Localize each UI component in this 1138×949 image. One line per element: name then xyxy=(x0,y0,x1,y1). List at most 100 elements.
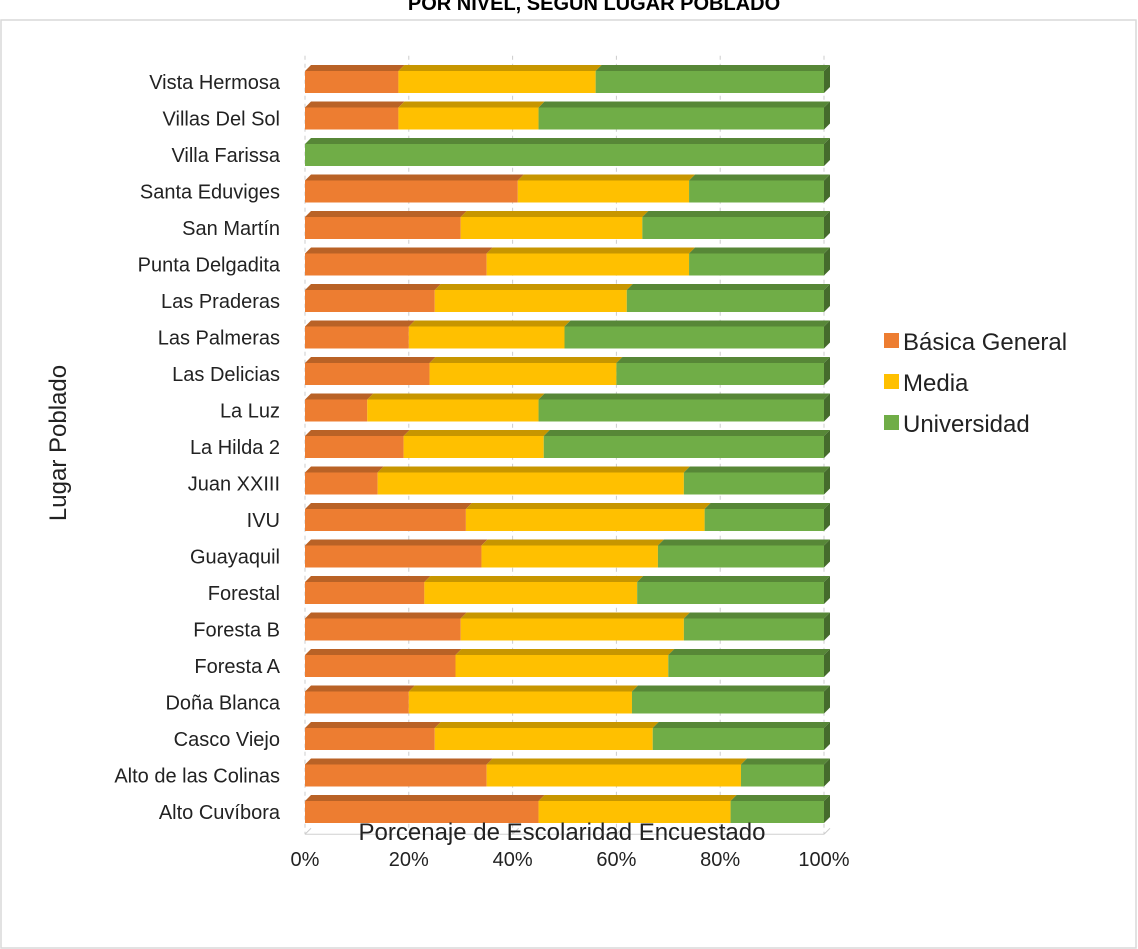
category-label: Casco Viejo xyxy=(174,729,280,751)
bar-segment-top xyxy=(305,174,524,181)
bar-segment-top xyxy=(689,174,830,181)
bar-segment xyxy=(683,472,824,495)
bar-segment-top xyxy=(481,539,664,546)
x-tick-label: 80% xyxy=(700,849,740,871)
category-label: Alto de las Colinas xyxy=(114,766,280,788)
bar-segment xyxy=(305,326,409,349)
bar-segment-top xyxy=(305,722,441,728)
bar-segment-top xyxy=(377,466,690,473)
bar-segment xyxy=(730,801,824,823)
bar-segment xyxy=(616,363,824,385)
category-label: Foresta B xyxy=(193,620,280,642)
bar-segment-top xyxy=(305,393,374,400)
bar-segment xyxy=(305,728,435,750)
bar-segment-top xyxy=(434,284,633,290)
x-tick-labels: 0% 20% 40% 60% 80% 100% xyxy=(291,849,850,871)
x-tick-label: 40% xyxy=(493,849,533,871)
legend-swatch xyxy=(884,333,899,348)
bar-segment xyxy=(305,217,461,239)
bar-end-face xyxy=(824,430,830,458)
bar-segment xyxy=(637,582,824,604)
bar-segment-top xyxy=(564,320,830,327)
bar-segment xyxy=(652,728,824,750)
bar-segment-top xyxy=(305,795,545,801)
bar-segment-top xyxy=(305,503,472,509)
bar-segment-top xyxy=(305,357,436,363)
bar-segment xyxy=(631,691,824,714)
bar-end-face xyxy=(824,101,830,130)
bar-segment xyxy=(305,290,435,312)
bar-segment xyxy=(305,399,368,422)
bar-segment xyxy=(481,545,658,568)
x-tick-label: 100% xyxy=(798,849,849,871)
category-label: IVU xyxy=(247,510,280,532)
bar-segment xyxy=(486,253,690,276)
bar-segment xyxy=(305,764,487,787)
bar-end-face xyxy=(824,649,830,677)
category-label: Villa Farissa xyxy=(171,145,280,167)
bar-segment-top xyxy=(595,65,830,71)
bar-segment-top xyxy=(398,65,602,71)
gridline-depth xyxy=(616,827,623,835)
bar-segment-top xyxy=(683,466,830,473)
bar-segment xyxy=(486,764,741,787)
category-label: La Luz xyxy=(220,401,280,423)
bar-segment xyxy=(642,217,824,239)
legend-swatch xyxy=(884,374,899,389)
bar-segment-top xyxy=(631,685,830,692)
category-label: Villas Del Sol xyxy=(163,109,280,131)
bar-segment xyxy=(434,728,653,750)
bar-segment xyxy=(305,71,399,93)
bar-segment xyxy=(455,655,669,677)
bar-segment-top xyxy=(486,758,747,765)
legend-swatch xyxy=(884,415,899,430)
bar-segment-top xyxy=(429,357,623,363)
bar-end-face xyxy=(824,174,830,203)
bar-segment-top xyxy=(305,247,493,254)
x-tick-label: 20% xyxy=(389,849,429,871)
bar-segment xyxy=(305,144,824,166)
bar-segment xyxy=(305,253,487,276)
bar-segment xyxy=(305,363,430,385)
bar-segment xyxy=(465,509,705,531)
bar-end-face xyxy=(824,138,830,166)
gridline-depth xyxy=(304,827,312,835)
category-label: Santa Eduviges xyxy=(140,182,280,204)
bar-segment xyxy=(377,472,684,495)
bar-segment xyxy=(689,180,824,203)
bar-segment xyxy=(305,436,404,458)
bar-segment-top xyxy=(408,320,571,327)
bar-segment-top xyxy=(668,649,830,655)
bar-segment xyxy=(460,217,643,239)
bar-segment-top xyxy=(730,795,830,801)
bar-end-face xyxy=(824,795,830,823)
bar-segment-top xyxy=(538,101,830,108)
bar-end-face xyxy=(824,758,830,787)
bar-segment xyxy=(564,326,824,349)
bar-segment xyxy=(517,180,690,203)
bar-segment-top xyxy=(434,722,659,728)
bar-segment xyxy=(683,618,824,641)
bar-segment-top xyxy=(538,795,737,801)
bar-segment-top xyxy=(305,466,384,473)
bar-segment-top xyxy=(305,211,467,217)
bars-layer xyxy=(305,65,830,823)
bar-segment-top xyxy=(367,393,545,400)
bar-end-face xyxy=(824,539,830,568)
bar-segment xyxy=(538,801,731,823)
legend-label: Media xyxy=(903,370,969,397)
bar-segment-top xyxy=(517,174,696,181)
bar-segment-top xyxy=(305,649,462,655)
bar-segment-top xyxy=(543,430,830,436)
bar-segment-top xyxy=(305,65,405,71)
bar-segment xyxy=(543,436,824,458)
category-label: Vista Hermosa xyxy=(149,72,281,94)
legend: Básica General Media Universidad xyxy=(884,329,1067,438)
bar-end-face xyxy=(824,612,830,641)
bar-segment-top xyxy=(740,758,830,765)
bar-segment-top xyxy=(305,284,441,290)
bar-segment xyxy=(408,691,632,714)
bar-segment xyxy=(305,509,466,531)
bar-segment xyxy=(740,764,824,787)
